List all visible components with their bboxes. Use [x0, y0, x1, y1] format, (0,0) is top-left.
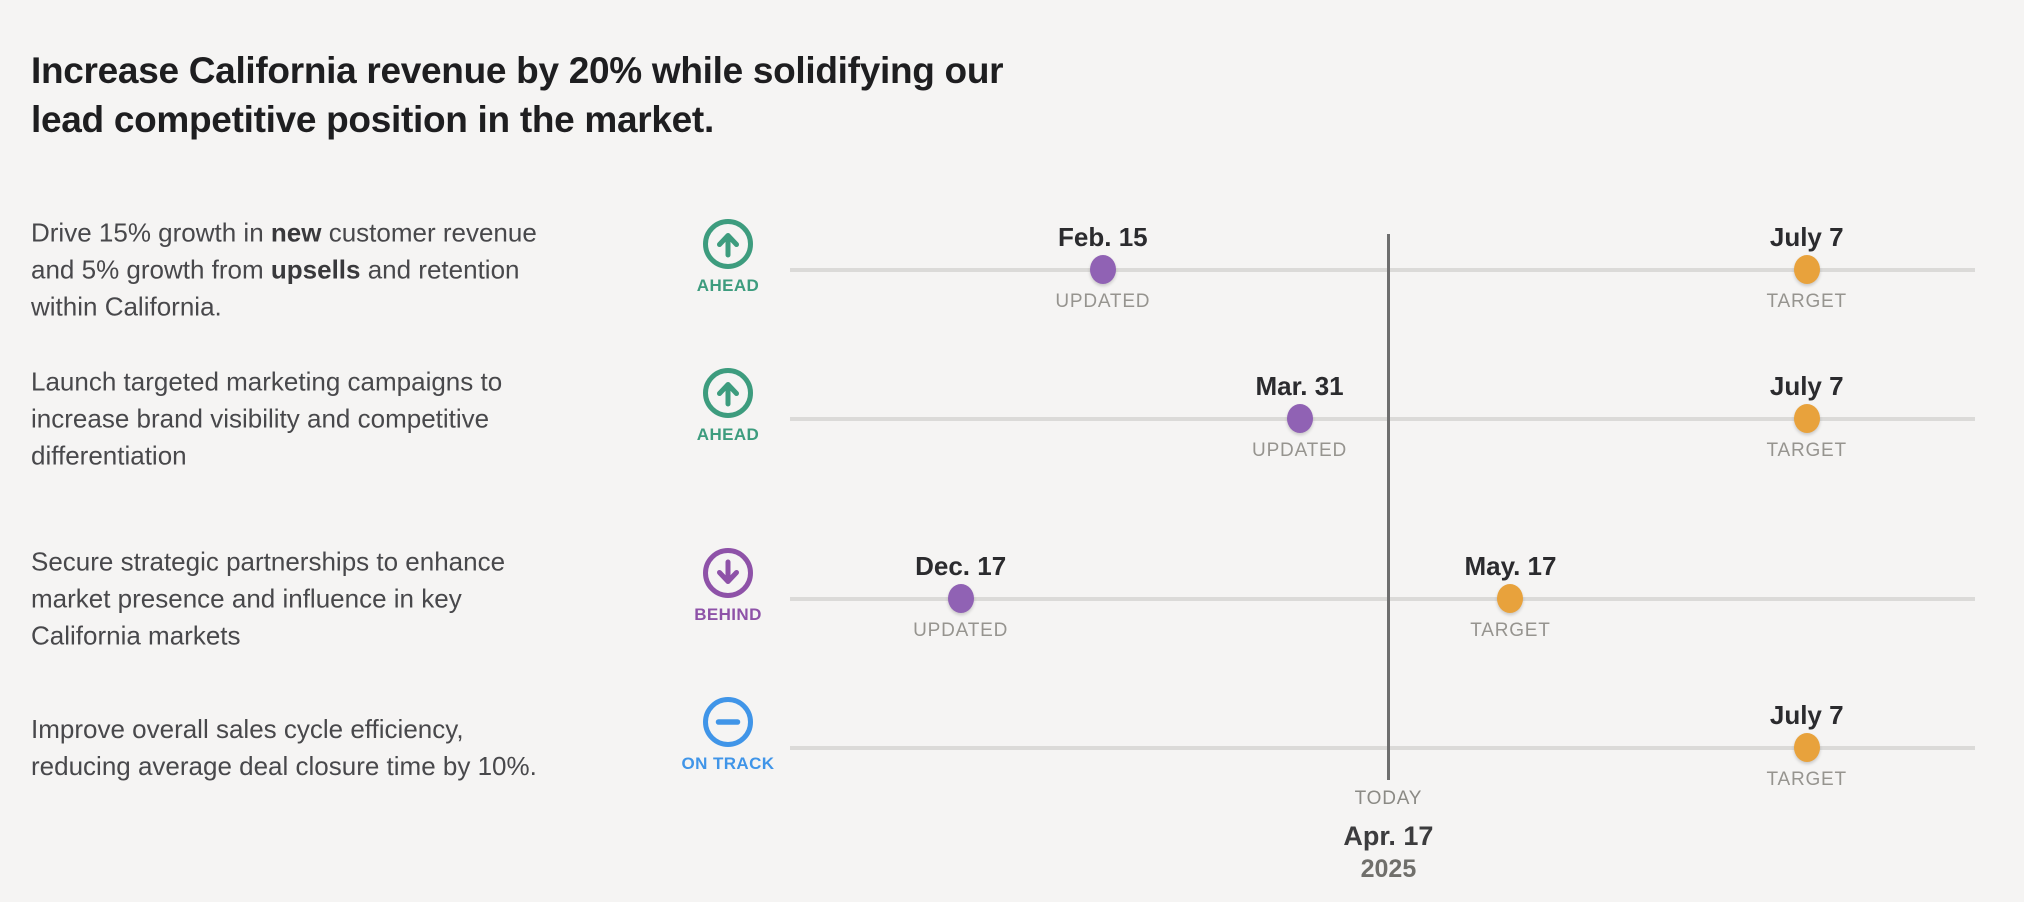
objective-row: Drive 15% growth in new customer revenue… — [0, 195, 2024, 345]
objective-description: Improve overall sales cycle efficiency, … — [31, 714, 537, 781]
objective-description: Secure strategic partnerships to enhance… — [31, 546, 506, 651]
timeline-track — [790, 746, 1975, 750]
status-label: AHEAD — [696, 425, 760, 444]
arrow-down-circle-icon — [648, 547, 808, 599]
objective-row: Improve overall sales cycle efficiency, … — [0, 673, 2024, 823]
timeline-track — [790, 268, 1975, 272]
today-year: 2025 — [1360, 855, 1417, 883]
marker-kind-label: TARGET — [1470, 620, 1551, 641]
objective-description: Launch targeted marketing campaigns to i… — [31, 366, 503, 471]
status-label: ON TRACK — [681, 754, 775, 773]
arrow-up-circle-icon — [648, 218, 808, 270]
target-marker-dot[interactable] — [1793, 255, 1820, 284]
today-marker: TODAY Apr. 17 2025 — [1238, 788, 1538, 884]
arrow-up-circle-icon — [648, 367, 808, 419]
objective-description: Drive 15% growth in new customer revenue… — [31, 217, 537, 322]
timeline-track — [790, 417, 1975, 421]
today-line — [1386, 234, 1390, 780]
updated-marker-dot[interactable] — [1286, 404, 1313, 433]
updated-marker-dot[interactable] — [1089, 255, 1116, 284]
status-indicator: AHEAD — [648, 367, 808, 445]
marker-date: July 7 — [1769, 222, 1844, 252]
marker-date: Feb. 15 — [1058, 222, 1148, 252]
marker-kind-label: TARGET — [1766, 769, 1847, 790]
marker-kind-label: UPDATED — [1055, 291, 1151, 312]
today-label: TODAY — [1354, 788, 1423, 809]
target-marker-dot[interactable] — [1793, 733, 1820, 762]
marker-kind-label: UPDATED — [913, 620, 1009, 641]
status-label: BEHIND — [694, 605, 762, 624]
marker-kind-label: TARGET — [1766, 440, 1847, 461]
objective-row: Launch targeted marketing campaigns to i… — [0, 344, 2024, 494]
target-marker-dot[interactable] — [1497, 584, 1524, 613]
today-date: Apr. 17 — [1343, 821, 1434, 851]
marker-date: May. 17 — [1464, 551, 1557, 581]
marker-date: Mar. 31 — [1255, 371, 1344, 401]
target-marker-dot[interactable] — [1793, 404, 1820, 433]
page-title: Increase California revenue by 20% while… — [31, 49, 1004, 140]
status-indicator: BEHIND — [648, 547, 808, 625]
objective-row: Secure strategic partnerships to enhance… — [0, 524, 2024, 674]
marker-date: Dec. 17 — [915, 551, 1007, 581]
timeline-track — [790, 597, 1975, 601]
status-label: AHEAD — [696, 276, 760, 295]
marker-date: July 7 — [1769, 700, 1844, 730]
updated-marker-dot[interactable] — [947, 584, 974, 613]
marker-date: July 7 — [1769, 371, 1844, 401]
marker-kind-label: UPDATED — [1252, 440, 1348, 461]
status-indicator: AHEAD — [648, 218, 808, 296]
marker-kind-label: TARGET — [1766, 291, 1847, 312]
status-indicator: ON TRACK — [648, 696, 808, 774]
minus-circle-icon — [648, 696, 808, 748]
